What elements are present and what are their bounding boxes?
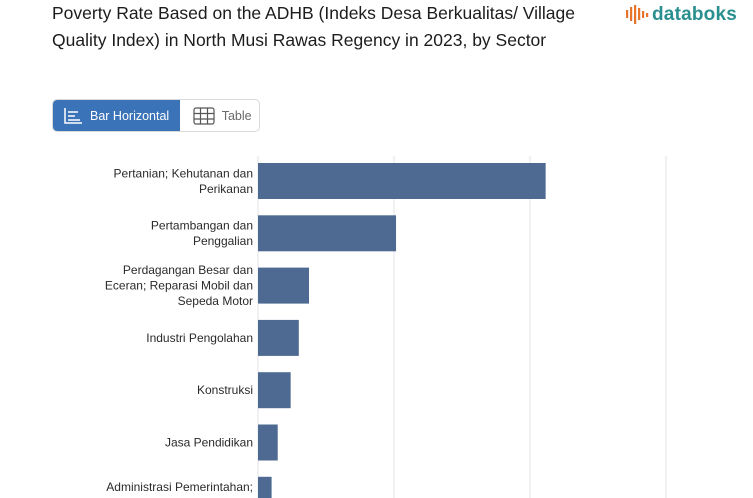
category-label: Industri Pengolahan <box>146 331 253 345</box>
category-labels: Pertanian; Kehutanan dan Perikanan Pertamb… <box>105 166 253 498</box>
logo-text: databoks <box>652 4 738 25</box>
table-icon <box>193 106 215 125</box>
category-label: Administrasi Pemerintahan; Pertahanan dan… <box>106 480 253 498</box>
gridlines <box>257 156 667 498</box>
bar-horizontal-label: Bar Horizontal <box>90 108 170 123</box>
bar[interactable] <box>258 476 272 498</box>
bar[interactable] <box>258 267 309 304</box>
category-label: Konstruksi <box>197 383 253 397</box>
category-label-line: Sepeda Motor <box>178 294 253 308</box>
bar[interactable] <box>258 215 397 252</box>
category-label-line: Pertahanan dan Jaminan <box>119 496 253 498</box>
category-label-line: Pertambangan dan <box>151 219 253 233</box>
bar[interactable] <box>258 319 299 356</box>
bars <box>258 163 546 498</box>
category-label-line: Pertanian; Kehutanan dan <box>114 166 253 180</box>
category-label: Perdagangan Besar dan Eceran; Reparasi Mo… <box>105 263 253 308</box>
bar[interactable] <box>258 372 291 409</box>
category-label-line: Eceran; Reparasi Mobil dan <box>105 279 253 293</box>
databoks-logo-icon <box>626 5 649 24</box>
bar-chart-icon <box>64 107 82 124</box>
category-label: Jasa Pendidikan <box>165 436 253 450</box>
view-toggle: Bar Horizontal Table <box>52 99 260 132</box>
category-label-line: Konstruksi <box>197 383 253 397</box>
category-label-line: Industri Pengolahan <box>146 331 253 345</box>
category-label-line: Perdagangan Besar dan <box>123 263 253 277</box>
bar[interactable] <box>258 424 278 461</box>
category-label-line: Penggalian <box>193 234 253 248</box>
table-label: Table <box>221 108 252 123</box>
category-label: Pertambangan dan Penggalian <box>151 219 253 249</box>
chart-title: Poverty Rate Based on the ADHB (Indeks D… <box>52 3 576 50</box>
bar-chart: Pertanian; Kehutanan dan Perikanan Pertamb… <box>105 156 667 498</box>
category-label: Pertanian; Kehutanan dan Perikanan <box>114 166 253 196</box>
category-label-line: Perikanan <box>199 182 253 196</box>
table-tab[interactable]: Table <box>180 100 259 131</box>
category-label-line: Administrasi Pemerintahan; <box>106 480 253 494</box>
bar[interactable] <box>258 163 546 199</box>
databoks-logo[interactable]: databoks <box>625 2 737 28</box>
category-label-line: Jasa Pendidikan <box>165 436 253 450</box>
bar-horizontal-tab[interactable]: Bar Horizontal <box>53 100 180 131</box>
